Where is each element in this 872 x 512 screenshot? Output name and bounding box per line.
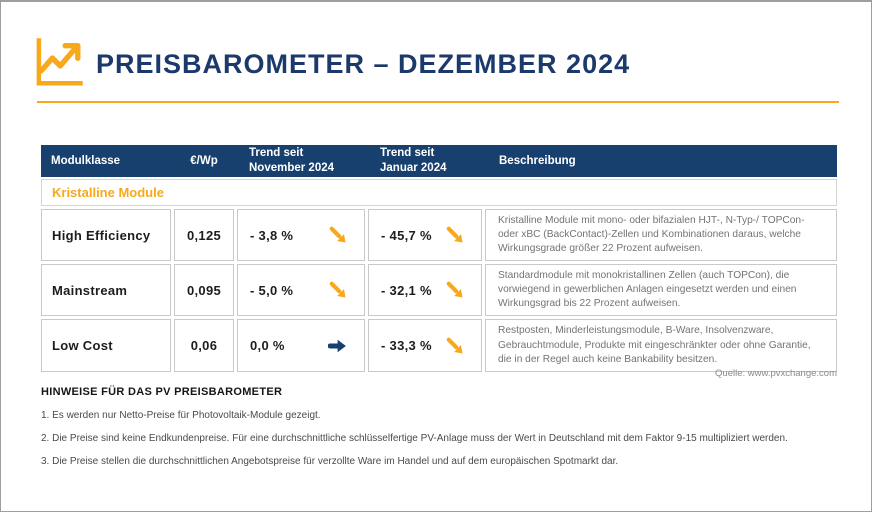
trend-november-cell: 0,0 % (237, 319, 365, 372)
trend-down-icon (445, 225, 465, 245)
column-header-price: €/Wp (190, 154, 218, 167)
note-item: 2. Die Preise sind keine Endkundenpreise… (41, 433, 788, 444)
module-description: Kristalline Module mit mono- oder bifazi… (485, 209, 837, 262)
trend-januar-cell: - 33,3 % (368, 319, 482, 372)
table-row: Mainstream 0,095 - 5,0 % - 32,1 % Standa… (41, 264, 837, 317)
trend-down-icon (445, 336, 465, 356)
trend-down-icon (328, 225, 348, 245)
notes-section: HINWEISE FÜR DAS PV PREISBAROMETER 1. Es… (41, 386, 841, 467)
table-row: High Efficiency 0,125 - 3,8 % - 45,7 % K… (41, 209, 837, 262)
module-description: Standardmodule mit monokristallinen Zell… (485, 264, 837, 317)
column-header-modulklasse: Modulklasse (51, 154, 121, 167)
column-header-trend-november: Trend seit November 2024 (249, 147, 335, 174)
module-class-label: High Efficiency (41, 209, 171, 262)
trend-november-value: - 5,0 % (250, 282, 294, 298)
trend-november-value: - 3,8 % (250, 227, 294, 243)
table-header-row: Modulklasse €/Wp Trend seit November 202… (41, 145, 837, 177)
trend-down-icon (328, 280, 348, 300)
page-title: PREISBAROMETER – DEZEMBER 2024 (96, 49, 631, 79)
trend-januar-cell: - 45,7 % (368, 209, 482, 262)
notes-heading: HINWEISE FÜR DAS PV PREISBAROMETER (41, 386, 283, 398)
note-item: 3. Die Preise stellen die durchschnittli… (41, 456, 619, 467)
module-class-label: Low Cost (41, 319, 171, 372)
note-item: 1. Es werden nur Netto-Preise für Photov… (41, 410, 321, 421)
trend-november-value: 0,0 % (250, 338, 285, 354)
price-value: 0,125 (174, 209, 234, 262)
price-value: 0,06 (174, 319, 234, 372)
module-class-label: Mainstream (41, 264, 171, 317)
trend-januar-cell: - 32,1 % (368, 264, 482, 317)
section-header-kristalline-module: Kristalline Module (41, 179, 837, 206)
column-header-trend-januar: Trend seit Januar 2024 (380, 147, 447, 174)
trend-januar-value: - 45,7 % (381, 227, 432, 243)
title-divider (37, 101, 839, 103)
column-header-beschreibung: Beschreibung (499, 154, 576, 167)
trend-flat-icon (328, 336, 348, 356)
trend-down-icon (445, 280, 465, 300)
trend-januar-value: - 32,1 % (381, 282, 432, 298)
trend-november-cell: - 3,8 % (237, 209, 365, 262)
source-credit: Quelle: www.pvxchange.com (715, 368, 837, 379)
price-value: 0,095 (174, 264, 234, 317)
module-description: Restposten, Minderleistungsmodule, B-War… (485, 319, 837, 372)
line-chart-icon (31, 35, 85, 91)
trend-november-cell: - 5,0 % (237, 264, 365, 317)
table-row: Low Cost 0,06 0,0 % - 33,3 % Restposten,… (41, 319, 837, 372)
trend-januar-value: - 33,3 % (381, 338, 432, 354)
price-barometer-table: Modulklasse €/Wp Trend seit November 202… (41, 145, 837, 372)
